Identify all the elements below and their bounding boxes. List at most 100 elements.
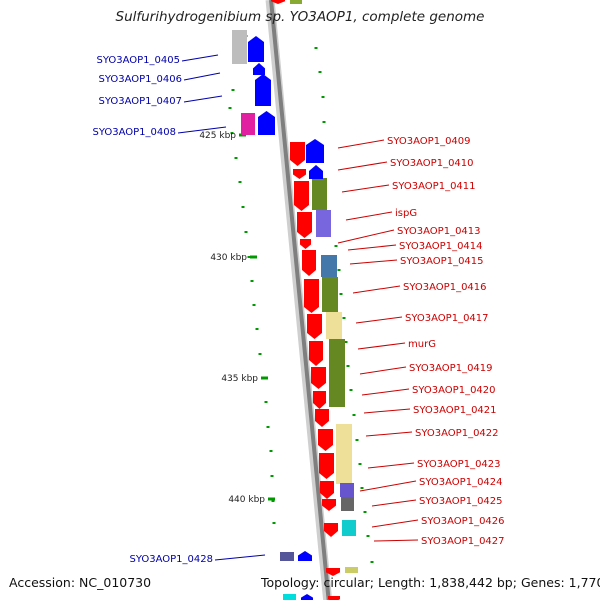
accession-label: Accession:	[9, 575, 76, 590]
label-leader	[371, 519, 419, 528]
cog-block	[345, 567, 358, 573]
gene-label: SYO3AOP1_0409	[387, 136, 471, 147]
cog-block	[326, 312, 342, 339]
label-leader	[355, 316, 403, 324]
forward-gene	[326, 568, 340, 576]
gene-label: SYO3AOP1_0419	[409, 363, 493, 374]
scale-tick	[230, 132, 234, 134]
label-leader	[371, 499, 417, 507]
forward-gene	[304, 279, 319, 313]
label-leader	[337, 229, 395, 244]
cog-block	[341, 497, 354, 511]
label-leader	[367, 462, 415, 469]
scale-tick	[355, 439, 359, 441]
cog-block	[342, 520, 356, 536]
label-leader	[337, 161, 388, 171]
genome-backbone	[265, 0, 333, 600]
label-leader	[347, 244, 397, 251]
scale-tick	[258, 353, 262, 355]
forward-gene	[300, 239, 311, 249]
forward-gene	[307, 314, 322, 339]
scale-tick	[247, 256, 251, 258]
accession-info: Accession: NC_010730	[9, 575, 151, 590]
gene-label: SYO3AOP1_0408	[92, 127, 176, 138]
scale-ticks: 425 kbp 430 kbp 435 kbp 440 kbp	[199, 35, 374, 563]
label-leader	[183, 72, 221, 81]
forward-gene	[313, 391, 326, 409]
gene-label: SYO3AOP1_0410	[390, 158, 474, 169]
scale-tick	[255, 328, 259, 330]
scale-tick	[363, 511, 367, 513]
gene-label: ispG	[395, 208, 417, 219]
label-leader	[361, 388, 410, 396]
cog-block	[312, 178, 327, 210]
forward-gene	[319, 453, 334, 479]
gene-label: SYO3AOP1_0406	[98, 74, 182, 85]
length-label: Length:	[377, 575, 426, 590]
gene-label: SYO3AOP1_0421	[413, 405, 497, 416]
forward-gene	[309, 341, 323, 366]
scale-tick	[352, 414, 356, 416]
backbone-line	[269, 0, 331, 600]
scale-tick	[339, 293, 343, 295]
scale-tick-label: 435 kbp	[221, 374, 258, 384]
forward-gene	[290, 142, 305, 166]
label-leader	[352, 285, 401, 294]
gene-label: SYO3AOP1_0426	[421, 516, 505, 527]
cog-category-track	[290, 0, 358, 573]
label-leader	[337, 139, 385, 149]
scale-tick	[358, 463, 362, 465]
scale-tick	[318, 71, 322, 73]
accession-value: NC_010730	[79, 575, 152, 590]
label-leader	[214, 554, 266, 561]
reverse-gene	[298, 551, 312, 561]
reverse-gene	[255, 74, 271, 106]
scale-tick-label: 430 kbp	[210, 253, 247, 263]
length-value: 1,838,442 bp	[429, 575, 513, 590]
reverse-gene	[301, 594, 313, 600]
scale-tick	[344, 341, 348, 343]
scale-tick	[271, 500, 275, 502]
scale-tick	[244, 231, 248, 233]
scale-tick	[334, 245, 338, 247]
forward-gene	[315, 409, 329, 427]
scale-tick	[342, 317, 346, 319]
scale-tick	[250, 280, 254, 282]
label-leader	[181, 54, 219, 62]
gene-label: SYO3AOP1_0420	[412, 385, 496, 396]
scale-tick-major	[261, 376, 268, 380]
gene-label: SYO3AOP1_0407	[98, 96, 182, 107]
forward-gene	[297, 212, 312, 238]
scale-tick	[349, 389, 353, 391]
genes-label: Genes:	[520, 575, 565, 590]
scale-tick	[234, 157, 238, 159]
scale-tick	[241, 206, 245, 208]
cog-block	[336, 424, 352, 484]
cog-block	[280, 552, 294, 561]
label-leader	[359, 366, 407, 375]
map-title: Sulfurihydrogenibium sp. YO3AOP1, comple…	[115, 9, 485, 25]
gene-label: SYO3AOP1_0416	[403, 282, 487, 293]
scale-tick	[314, 47, 318, 49]
gene-label: SYO3AOP1_0422	[415, 428, 499, 439]
forward-gene	[322, 499, 336, 511]
label-leader	[357, 342, 406, 350]
scale-tick	[366, 535, 370, 537]
scale-tick-label: 425 kbp	[199, 131, 236, 141]
forward-gene	[324, 523, 338, 537]
scale-tick-major	[250, 255, 257, 259]
scale-tick-major	[268, 497, 275, 501]
reverse-gene	[309, 165, 323, 179]
cog-block	[232, 30, 247, 64]
scale-tick	[337, 269, 341, 271]
scale-tick	[270, 475, 274, 477]
scale-tick	[238, 181, 242, 183]
gene-label: SYO3AOP1_0425	[419, 496, 503, 507]
forward-gene	[328, 596, 340, 600]
cog-block	[322, 277, 338, 312]
gene-label: SYO3AOP1_0427	[421, 536, 505, 547]
gene-label: SYO3AOP1_0417	[405, 313, 489, 324]
scale-tick	[322, 121, 326, 123]
scale-tick	[346, 365, 350, 367]
